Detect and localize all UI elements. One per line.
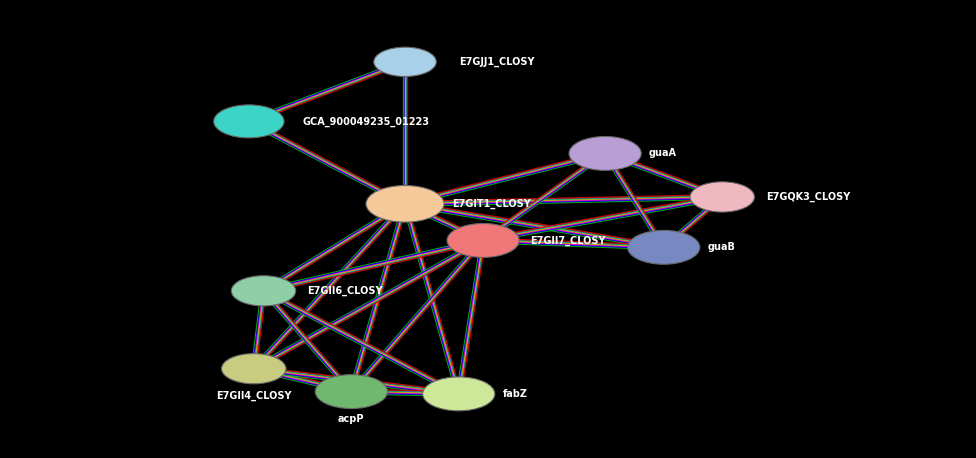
Text: E7GII7_CLOSY: E7GII7_CLOSY	[530, 235, 605, 245]
Text: fabZ: fabZ	[503, 389, 528, 399]
Circle shape	[447, 224, 519, 257]
Circle shape	[315, 375, 387, 409]
Circle shape	[222, 354, 286, 384]
Text: acpP: acpP	[338, 414, 365, 424]
Circle shape	[423, 377, 495, 411]
Circle shape	[366, 185, 444, 222]
Circle shape	[569, 136, 641, 170]
Text: guaA: guaA	[649, 148, 677, 158]
Text: E7GIT1_CLOSY: E7GIT1_CLOSY	[452, 199, 531, 209]
Text: E7GII6_CLOSY: E7GII6_CLOSY	[307, 286, 383, 296]
Text: guaB: guaB	[708, 242, 736, 252]
Circle shape	[690, 182, 754, 212]
Circle shape	[214, 105, 284, 138]
Text: E7GJJ1_CLOSY: E7GJJ1_CLOSY	[459, 57, 534, 67]
Circle shape	[628, 230, 700, 264]
Circle shape	[374, 47, 436, 76]
Text: E7GQK3_CLOSY: E7GQK3_CLOSY	[766, 192, 850, 202]
Text: E7GII4_CLOSY: E7GII4_CLOSY	[216, 391, 292, 401]
Circle shape	[231, 276, 296, 306]
Text: GCA_900049235_01223: GCA_900049235_01223	[303, 116, 429, 126]
